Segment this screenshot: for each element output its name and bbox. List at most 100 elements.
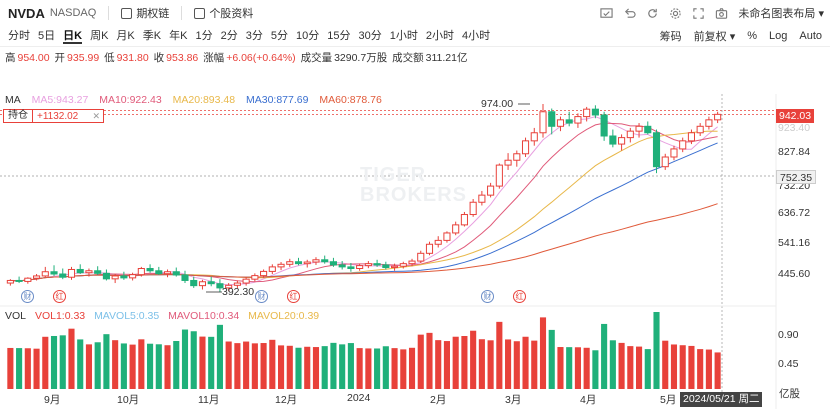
period-1hour[interactable]: 1小时 <box>389 30 418 42</box>
ma60-line <box>10 203 718 282</box>
period-1min[interactable]: 1分 <box>195 30 213 42</box>
volume-bar <box>435 340 442 389</box>
date-axis-label: 9月 <box>44 394 61 406</box>
refresh-icon[interactable] <box>646 7 659 20</box>
candle-body <box>41 271 49 277</box>
dividend-badge[interactable]: 红 <box>287 290 300 303</box>
volume-bar <box>330 342 337 389</box>
auto-toggle[interactable]: Auto <box>799 30 822 42</box>
financial-report-badge[interactable]: 财 <box>21 290 34 303</box>
period-2hour[interactable]: 2小时 <box>425 30 454 42</box>
adjust-dropdown[interactable]: 前复权 ▾ <box>693 31 736 43</box>
fullscreen-icon[interactable] <box>692 7 705 20</box>
percent-toggle[interactable]: % <box>747 30 757 42</box>
volume-bar <box>574 347 581 389</box>
volume-unit: 亿股 <box>779 388 800 400</box>
candle-body <box>460 214 468 226</box>
period-4hour[interactable]: 4小时 <box>461 30 491 42</box>
camera-icon[interactable] <box>715 7 728 20</box>
exchange-label: NASDAQ <box>49 7 97 19</box>
volume-bar <box>42 336 49 389</box>
volume-bar <box>243 341 250 389</box>
header-divider <box>181 6 183 20</box>
candle-body <box>329 261 337 266</box>
close-icon[interactable]: ✕ <box>92 110 100 121</box>
log-toggle[interactable]: Log <box>769 30 788 42</box>
dividend-badge[interactable]: 红 <box>53 290 66 303</box>
company-profile-link[interactable]: 个股资料 <box>194 5 253 21</box>
period-15min[interactable]: 15分 <box>327 30 351 42</box>
volume-bar <box>653 312 660 389</box>
period-30min[interactable]: 30分 <box>358 30 382 42</box>
chart-options: 筹码 前复权 ▾ % Log Auto <box>660 26 822 46</box>
ma-label[interactable]: MA <box>5 94 21 106</box>
volume-bar <box>347 343 354 389</box>
chips-button[interactable]: 筹码 <box>659 31 682 43</box>
volume-bar <box>461 336 468 389</box>
mavol20-value: MAVOL20:0.39 <box>248 310 320 322</box>
candle-body <box>382 264 390 269</box>
volume-bar <box>635 346 643 389</box>
candle-body <box>408 260 416 265</box>
financial-report-badge[interactable]: 财 <box>481 290 494 303</box>
period-2min[interactable]: 2分 <box>220 30 238 42</box>
low-annotation: 392.30 <box>222 286 255 298</box>
options-chain-link[interactable]: 期权链 <box>121 5 169 21</box>
volume-bar <box>269 339 276 389</box>
candle-body <box>198 281 207 287</box>
volume-bar <box>50 335 58 389</box>
candle-body <box>487 185 495 196</box>
financial-report-badge[interactable]: 财 <box>255 290 268 303</box>
date-axis-label: 4月 <box>580 394 597 406</box>
period-daily[interactable]: 日K <box>63 30 83 44</box>
toolbar-divider <box>0 46 830 47</box>
volume-bar <box>356 348 363 389</box>
holding-label: 持仓 <box>4 110 33 122</box>
period-5min[interactable]: 5分 <box>270 30 288 42</box>
undo-icon[interactable] <box>623 7 636 20</box>
cursor-date-tag: 2024/05/21 周二 <box>680 392 763 407</box>
date-axis-label: 2024 <box>347 392 371 404</box>
volume-bar <box>705 349 712 389</box>
candle-body <box>85 270 93 274</box>
candle-body <box>434 239 442 245</box>
holding-box[interactable]: 持仓 +1132.02 ✕ <box>3 109 104 123</box>
layout-name-dropdown[interactable]: 未命名图表布局 ▾ <box>738 8 824 20</box>
period-monthly[interactable]: 月K <box>116 30 135 42</box>
document-icon <box>194 7 206 19</box>
candle-body <box>417 252 425 262</box>
ma-legend: MA MA5:943.27 MA10:922.43 MA20:893.48 MA… <box>5 94 390 106</box>
ma5-value: MA5:943.27 <box>31 94 89 106</box>
screenshot-icon[interactable] <box>600 7 614 20</box>
period-10min[interactable]: 10分 <box>295 30 320 42</box>
dividend-badge[interactable]: 红 <box>513 290 526 303</box>
volume-bar <box>234 343 241 389</box>
candle-body <box>15 279 23 282</box>
vol-label[interactable]: VOL <box>5 310 27 322</box>
volume-bar <box>321 346 328 389</box>
volume-bar <box>33 348 40 389</box>
open-label: 开 <box>54 52 66 64</box>
period-5day[interactable]: 5日 <box>38 30 56 42</box>
period-yearly[interactable]: 年K <box>169 30 188 42</box>
header-bar: NVDA NASDAQ 期权链 个股资料 未命名图表布局 ▾ <box>0 0 830 26</box>
candle-body <box>286 261 294 265</box>
candle-body <box>137 268 145 276</box>
candle-body <box>661 156 669 168</box>
period-intraday[interactable]: 分时 <box>8 30 30 42</box>
volume-bar <box>85 344 93 389</box>
settings-icon[interactable] <box>669 7 682 20</box>
candle-body <box>469 201 477 216</box>
candle-body <box>574 116 582 124</box>
period-quarterly[interactable]: 季K <box>142 30 162 42</box>
volume-bar <box>592 350 599 389</box>
period-3min[interactable]: 3分 <box>245 30 263 42</box>
candle-body <box>225 284 233 289</box>
volume-bar <box>566 347 573 389</box>
period-weekly[interactable]: 周K <box>90 30 109 42</box>
turnover-label: 成交额 <box>392 52 424 64</box>
candlestick-chart[interactable] <box>0 64 830 409</box>
close-label: 收 <box>153 52 165 64</box>
holding-value: +1132.02 <box>37 110 79 122</box>
volume-bar <box>277 345 285 389</box>
